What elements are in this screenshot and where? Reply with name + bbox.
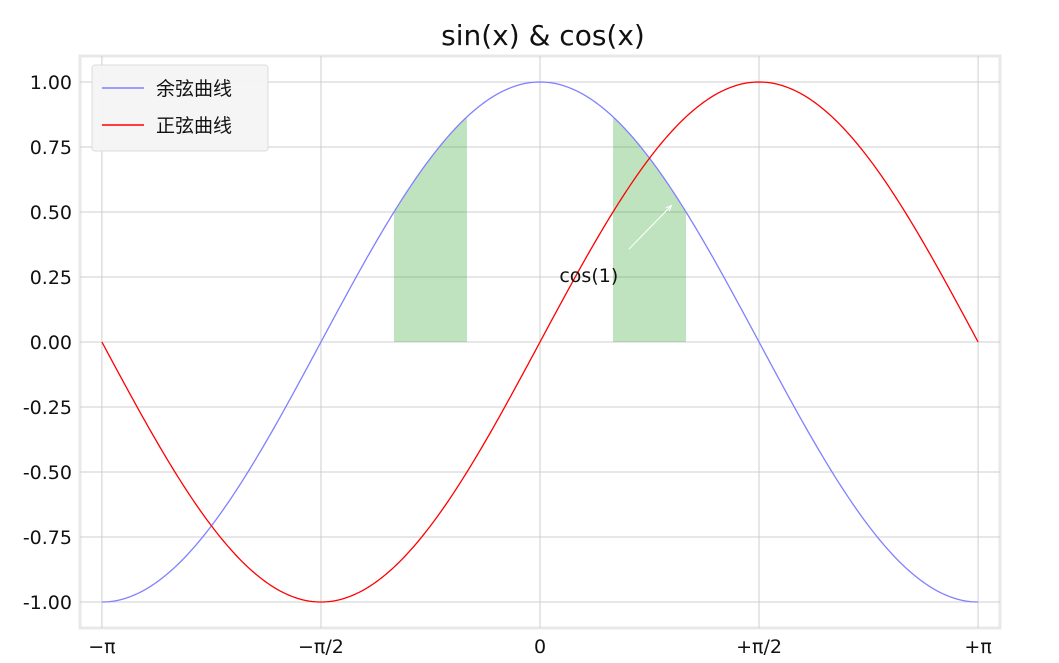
legend-label-cos: 余弦曲线: [156, 78, 232, 100]
annotation-arrow: [628, 205, 672, 250]
y-tick-label: 0.75: [30, 137, 72, 159]
y-tick-label: -0.25: [23, 397, 72, 419]
legend-box: [91, 64, 269, 152]
x-tick-label: 0: [534, 636, 546, 658]
legend-label-sin: 正弦曲线: [156, 115, 232, 137]
fill-region-1: [393, 116, 467, 342]
y-tick-label: 0.50: [30, 202, 72, 224]
y-tick-label: -1.00: [23, 592, 72, 614]
annotation-label: cos(1): [559, 265, 618, 287]
y-tick-label: 1.00: [30, 72, 72, 94]
x-tick-label: +π: [964, 636, 991, 658]
x-tick-label: +π/2: [736, 636, 782, 658]
y-tick-label: 0.25: [30, 267, 72, 289]
y-tick-label: 0.00: [30, 332, 72, 354]
fill-region-2: [613, 116, 687, 342]
x-tick-label: −π: [88, 636, 115, 658]
series-line-cos: [101, 81, 979, 603]
chart-title: sin(x) & cos(x): [441, 19, 645, 52]
y-tick-label: -0.75: [23, 527, 72, 549]
plot-area: cos(1) 1.00 0.75 0.50 0.25 0.00 -0.25 -0.50 -0.7…: [23, 54, 1002, 658]
series-line-sin: [101, 81, 979, 603]
annotation-arrowhead: [665, 204, 673, 212]
y-tick-label: -0.50: [23, 462, 72, 484]
x-tick-label: −π/2: [298, 636, 344, 658]
